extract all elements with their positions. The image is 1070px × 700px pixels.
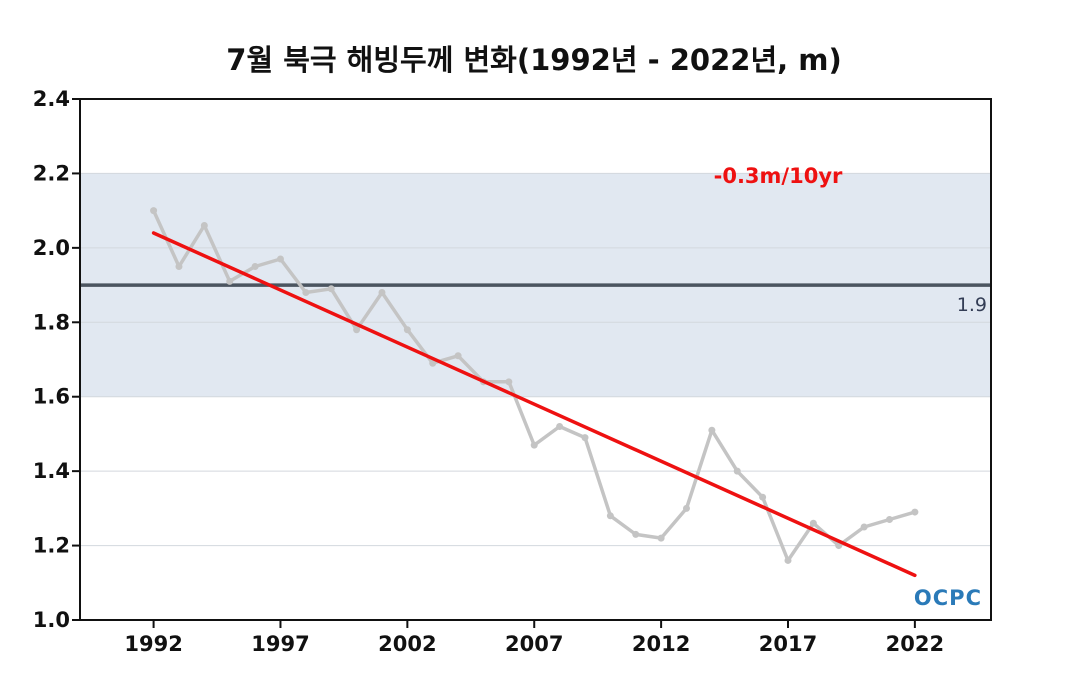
data-point-2009: [581, 434, 589, 442]
data-point-1997: [276, 255, 284, 263]
y-tick-label-2: 1.4: [33, 459, 70, 483]
x-tick-label-3: 2007: [505, 632, 563, 656]
data-point-1999: [327, 285, 335, 293]
data-point-2012: [657, 534, 665, 542]
data-point-2001: [378, 289, 386, 297]
ocpc-logo: OCPC: [914, 586, 982, 610]
y-tick-label-3: 1.6: [33, 385, 70, 409]
trend-annotation: -0.3m/10yr: [714, 164, 843, 188]
data-point-2010: [606, 512, 614, 520]
data-point-1992: [150, 207, 158, 215]
data-point-1998: [302, 289, 310, 297]
data-point-2002: [403, 326, 411, 334]
data-point-2008: [556, 422, 564, 430]
trend-line: [151, 231, 917, 578]
data-point-1996: [251, 262, 259, 270]
data-point-2007: [530, 441, 538, 449]
data-point-2020: [860, 523, 868, 531]
data-point-1994: [200, 222, 208, 230]
data-point-2014: [708, 426, 716, 434]
plot-frame: [79, 98, 992, 621]
reference-line-label: 1.9: [957, 294, 987, 316]
data-point-2021: [885, 516, 893, 524]
y-tick-label-0: 1.0: [33, 608, 70, 632]
data-point-2015: [733, 467, 741, 475]
x-tick-label-0: 1992: [124, 632, 182, 656]
x-tick-label-4: 2012: [632, 632, 690, 656]
y-tick-label-6: 2.2: [33, 161, 70, 185]
plot-area: 1.0 1.2 1.4 1.6 1.8 2.0 2.2 2.4 1992 1997 2002 2007…: [33, 87, 992, 656]
y-tick-label-4: 1.8: [33, 310, 70, 334]
data-point-2016: [759, 493, 767, 501]
x-tick-label-6: 2022: [886, 632, 944, 656]
data-point-2003: [429, 359, 437, 367]
chart-title: 7월 북극 해빙두께 변화(1992년 - 2022년, m): [226, 43, 841, 77]
data-point-2013: [682, 504, 690, 512]
x-tick-label-5: 2017: [759, 632, 817, 656]
data-point-2017: [784, 556, 792, 564]
y-tick-label-1: 1.2: [33, 534, 70, 558]
data-point-2004: [454, 352, 462, 360]
data-point-2022: [911, 508, 919, 516]
x-tick-label-1: 1997: [251, 632, 309, 656]
y-tick-label-5: 2.0: [33, 236, 70, 260]
data-point-2019: [835, 542, 843, 550]
data-point-2018: [809, 519, 817, 527]
data-point-2006: [505, 378, 513, 386]
data-point-1993: [175, 262, 183, 270]
data-point-2011: [632, 530, 640, 538]
x-tick-label-2: 2002: [378, 632, 436, 656]
data-point-2000: [353, 326, 361, 334]
y-tick-label-7: 2.4: [33, 87, 70, 111]
data-point-1995: [226, 277, 234, 285]
